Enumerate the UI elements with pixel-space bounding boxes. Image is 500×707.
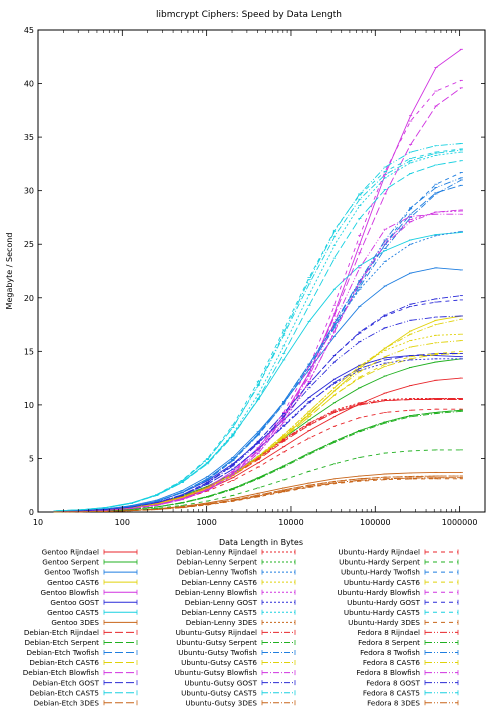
x-axis-label: Data Length in Bytes (219, 538, 303, 547)
plot-frame (37, 29, 486, 513)
y-axis: 0 5 10 15 20 25 30 35 40 45 (24, 26, 485, 517)
legend-label: Ubuntu-Hardy GOST (347, 598, 420, 607)
legend-label: Ubuntu-Gutsy CAST5 (181, 688, 257, 697)
legend-label: Gentoo GOST (50, 598, 99, 607)
series-line (55, 398, 462, 512)
legend-label: Fedora 8 Twofish (360, 648, 420, 657)
series-line (55, 210, 462, 513)
legend-label: Debian-Lenny Rijndael (176, 548, 257, 557)
legend-label: Ubuntu-Hardy Blowfish (337, 588, 420, 597)
legend-label: Ubuntu-Gutsy GOST (184, 678, 257, 687)
legend-label: Gentoo CAST5 (47, 608, 99, 617)
y-tick-label: 5 (29, 454, 34, 463)
x-axis: 10 100 1000 10000 100000 1000000 (33, 30, 486, 527)
y-tick-label: 10 (24, 401, 34, 410)
y-tick-label: 20 (24, 294, 34, 303)
legend-label: Gentoo Rijndael (42, 548, 99, 557)
legend-label: Debian-Etch Rijndael (24, 628, 99, 637)
legend-label: Debian-Etch CAST5 (29, 688, 99, 697)
x-tick-label: 1000 (196, 518, 216, 527)
series-line (55, 299, 462, 512)
legend-label: Debian-Lenny Serpent (177, 558, 257, 567)
series-line (55, 315, 462, 512)
legend-label: Debian-Etch Twofish (26, 648, 99, 657)
legend-label: Debian-Etch 3DES (34, 698, 100, 707)
legend-label: Ubuntu-Gutsy Serpent (176, 638, 257, 647)
legend-label: Ubuntu-Hardy Serpent (339, 558, 420, 567)
legend-label: Fedora 8 Rijndael (357, 628, 420, 637)
legend-label: Fedora 8 GOST (366, 678, 420, 687)
legend-label: Debian-Etch GOST (33, 678, 100, 687)
series-line (55, 340, 462, 512)
legend-label: Gentoo 3DES (51, 618, 99, 627)
y-tick-label: 35 (24, 133, 34, 142)
legend-label: Gentoo Twofish (44, 568, 99, 577)
legend-label: Gentoo Serpent (42, 558, 99, 567)
legend-label: Debian-Lenny CAST6 (182, 578, 258, 587)
y-axis-label: Megabyte / Second (5, 233, 14, 310)
legend-label: Fedora 8 Blowfish (356, 668, 420, 677)
legend-label: Ubuntu-Gutsy Blowfish (175, 668, 257, 677)
chart-title: libmcrypt Ciphers: Speed by Data Length (156, 10, 342, 20)
legend-label: Fedora 8 CAST6 (363, 658, 421, 667)
y-tick-label: 0 (29, 508, 34, 517)
x-tick-label: 1000000 (442, 518, 478, 527)
legend-label: Ubuntu-Gutsy CAST6 (181, 658, 257, 667)
legend-label: Debian-Lenny Blowfish (175, 588, 257, 597)
series-lines (53, 48, 463, 513)
legend-label: Ubuntu-Hardy Rijndael (338, 548, 420, 557)
x-tick-label: 100 (115, 518, 130, 527)
series-line (55, 318, 462, 512)
series-line (55, 333, 462, 512)
y-tick-label: 25 (24, 240, 34, 249)
x-tick-label: 10000 (278, 518, 303, 527)
series-line (55, 449, 462, 513)
series-line (55, 231, 462, 512)
y-tick-label: 30 (24, 187, 34, 196)
x-tick-label: 10 (33, 518, 43, 527)
legend-label: Ubuntu-Gutsy Rijndael (176, 628, 257, 637)
series-line (55, 475, 462, 513)
series-line (55, 410, 462, 513)
legend-label: Fedora 8 CAST5 (363, 688, 420, 697)
plot-area (37, 29, 486, 513)
legend-label: Gentoo CAST6 (47, 578, 99, 587)
series-line (55, 79, 462, 513)
series-line (55, 230, 462, 512)
series-line (55, 179, 462, 512)
legend-label: Ubuntu-Gutsy Twofish (178, 648, 257, 657)
legend-label: Ubuntu-Hardy Twofish (341, 568, 420, 577)
legend-label: Debian-Lenny GOST (185, 598, 258, 607)
legend-label: Debian-Lenny CAST5 (182, 608, 257, 617)
series-line (55, 478, 462, 513)
legend-label: Debian-Etch CAST6 (29, 658, 99, 667)
y-tick-label: 15 (24, 347, 34, 356)
legend-label: Ubuntu-Hardy CAST5 (344, 608, 420, 617)
legend-label: Ubuntu-Gutsy 3DES (185, 698, 257, 707)
y-tick-label: 45 (24, 26, 34, 35)
series-line (55, 398, 462, 512)
legend-label: Ubuntu-Hardy CAST6 (344, 578, 421, 587)
y-tick-label: 40 (24, 80, 34, 89)
legend-label: Debian-Lenny 3DES (186, 618, 258, 627)
series-line (55, 267, 462, 512)
legend-label: Ubuntu-Hardy 3DES (348, 618, 420, 627)
legend-label: Debian-Lenny Twofish (179, 568, 257, 577)
legend-label: Debian-Etch Blowfish (23, 668, 99, 677)
series-line (55, 315, 462, 512)
legend-label: Gentoo Blowfish (41, 588, 99, 597)
x-tick-label: 100000 (360, 518, 391, 527)
legend-label: Debian-Etch Serpent (24, 638, 99, 647)
legend-label: Fedora 8 Serpent (358, 638, 420, 647)
legend-label: Fedora 8 3DES (367, 698, 420, 707)
series-line (55, 172, 462, 512)
